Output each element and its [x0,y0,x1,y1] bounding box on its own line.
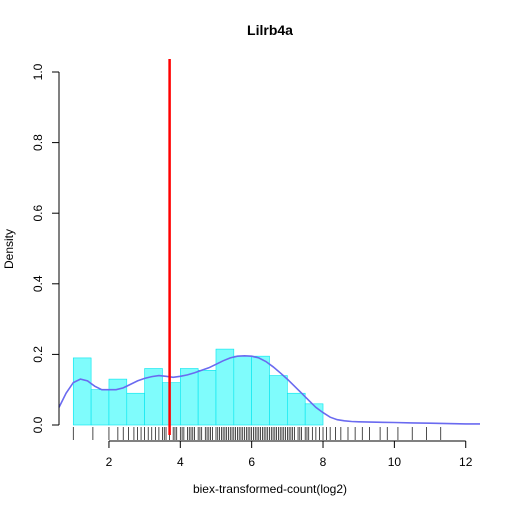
x-tick-label-3: 8 [320,455,327,469]
histogram-bar-2 [108,378,128,426]
x-tick-label-5: 12 [459,455,473,469]
x-axis-label: biex-transformed-count(log2) [193,482,347,496]
histogram-bar-12 [287,392,306,426]
y-tick-label-5: 1.0 [31,63,45,80]
y-axis-label: Density [2,229,16,269]
histogram-bar-10 [251,355,270,426]
histogram-bar-9 [233,355,252,426]
y-axis: 0.0 0.2 0.4 0.6 0.8 1.0 [31,63,60,433]
histogram-bar-1 [90,389,110,426]
y-tick-label-4: 0.8 [31,134,45,151]
x-tick-label-0: 2 [106,455,113,469]
histogram-bar-3 [126,392,145,426]
histogram-bar-11 [269,375,288,426]
histogram-bar-5 [162,382,181,426]
x-tick-label-1: 4 [177,455,184,469]
rug-marks [72,427,442,440]
y-tick-label-1: 0.2 [31,346,45,363]
chart-title: Lilrb4a [247,22,293,38]
x-tick-label-4: 10 [388,455,402,469]
histogram-bar-7 [197,369,217,426]
y-tick-label-3: 0.6 [31,205,45,222]
x-axis: 2 4 6 8 10 12 [106,440,473,469]
histogram-bar-13 [304,403,324,426]
histogram-bar-0 [72,357,92,426]
y-tick-label-0: 0.0 [31,416,45,433]
x-tick-label-2: 6 [248,455,255,469]
histogram-bars [72,348,324,426]
density-curve [58,354,480,425]
y-tick-label-2: 0.4 [31,275,45,292]
histogram-bar-6 [180,368,199,426]
